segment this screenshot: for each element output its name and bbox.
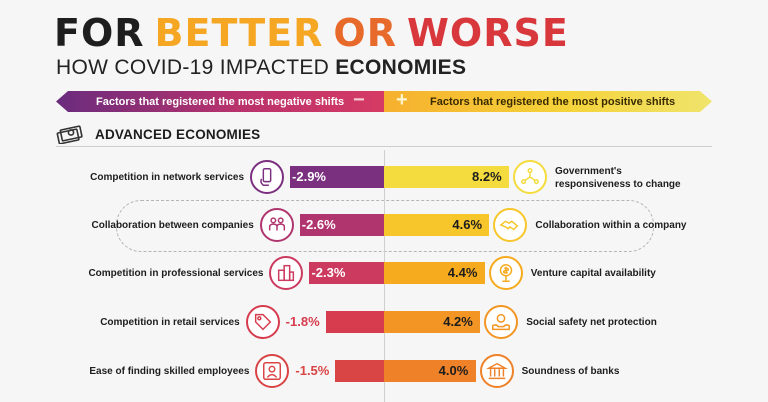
negative-value-label: -2.3% <box>311 265 346 280</box>
title-word-better: BETTER <box>154 11 324 55</box>
price-tag-icon <box>245 305 280 339</box>
negative-category-label: Competition in network services <box>90 172 245 183</box>
positive-category-label: Social safety net protection <box>526 317 657 328</box>
positive-legend-banner <box>384 91 712 112</box>
negative-category-label: Competition in professional services <box>88 268 264 279</box>
negative-bar <box>335 360 384 382</box>
page-title: FOR BETTER OR WORSE <box>54 10 569 56</box>
negative-category-label: Competition in retail services <box>100 317 240 328</box>
negative-value-label: -1.5% <box>295 363 330 378</box>
collaboration-highlight <box>116 200 654 252</box>
handshake-icon <box>493 208 528 242</box>
negative-value-label: -2.9% <box>292 169 326 184</box>
bank-icon <box>479 354 514 388</box>
section-divider <box>56 146 712 147</box>
negative-legend-label: Factors that registered the most negativ… <box>96 96 345 108</box>
positive-legend-label: Factors that registered the most positiv… <box>430 96 676 108</box>
positive-bar <box>384 166 509 188</box>
positive-bar <box>384 311 481 333</box>
positive-category-label: Government's responsiveness to change <box>555 166 681 190</box>
government-network-icon <box>513 160 547 194</box>
title-word-worse: WORSE <box>406 11 569 55</box>
negative-bar <box>325 311 384 333</box>
plus-sign-icon: + <box>396 89 408 111</box>
positive-value-label: 4.4% <box>447 265 478 280</box>
negative-category-label: Ease of finding skilled employees <box>89 366 250 377</box>
title-word-or: OR <box>333 11 397 55</box>
subtitle-bold: ECONOMIES <box>335 56 467 79</box>
negative-value-label: -2.6% <box>301 217 336 232</box>
negative-bar <box>309 262 384 284</box>
negative-category-label: Collaboration between companies <box>91 220 254 231</box>
skilled-worker-icon <box>255 354 290 388</box>
professional-buildings-icon <box>269 256 304 290</box>
collaboration-people-icon <box>259 208 294 242</box>
title-word-for: FOR <box>54 11 145 55</box>
positive-value-label: 4.0% <box>438 363 469 378</box>
positive-category-label: Venture capital availability <box>530 268 656 279</box>
negative-bar <box>299 214 384 236</box>
negative-legend-banner <box>56 91 384 112</box>
negative-value-label: -1.8% <box>285 314 320 329</box>
minus-sign-icon: − <box>353 89 365 111</box>
safety-hands-icon <box>484 305 519 339</box>
negative-bar <box>290 166 384 188</box>
positive-value-label: 4.2% <box>443 314 473 329</box>
positive-bar <box>384 360 476 382</box>
dollar-plant-icon <box>488 256 523 290</box>
section-label: ADVANCED ECONOMIES <box>95 127 261 142</box>
positive-bar <box>384 262 485 284</box>
positive-category-label: Collaboration within a company <box>535 220 687 231</box>
positive-category-label: Soundness of banks <box>521 366 620 377</box>
page-subtitle: HOW COVID-19 IMPACTED ECONOMIES <box>56 56 466 80</box>
positive-value-label: 8.2% <box>472 169 502 184</box>
subtitle-prefix: HOW COVID-19 IMPACTED <box>56 56 336 79</box>
cash-stack-icon <box>56 125 83 144</box>
positive-value-label: 4.6% <box>452 217 483 232</box>
positive-bar <box>384 214 490 236</box>
phone-hand-icon <box>250 160 285 194</box>
